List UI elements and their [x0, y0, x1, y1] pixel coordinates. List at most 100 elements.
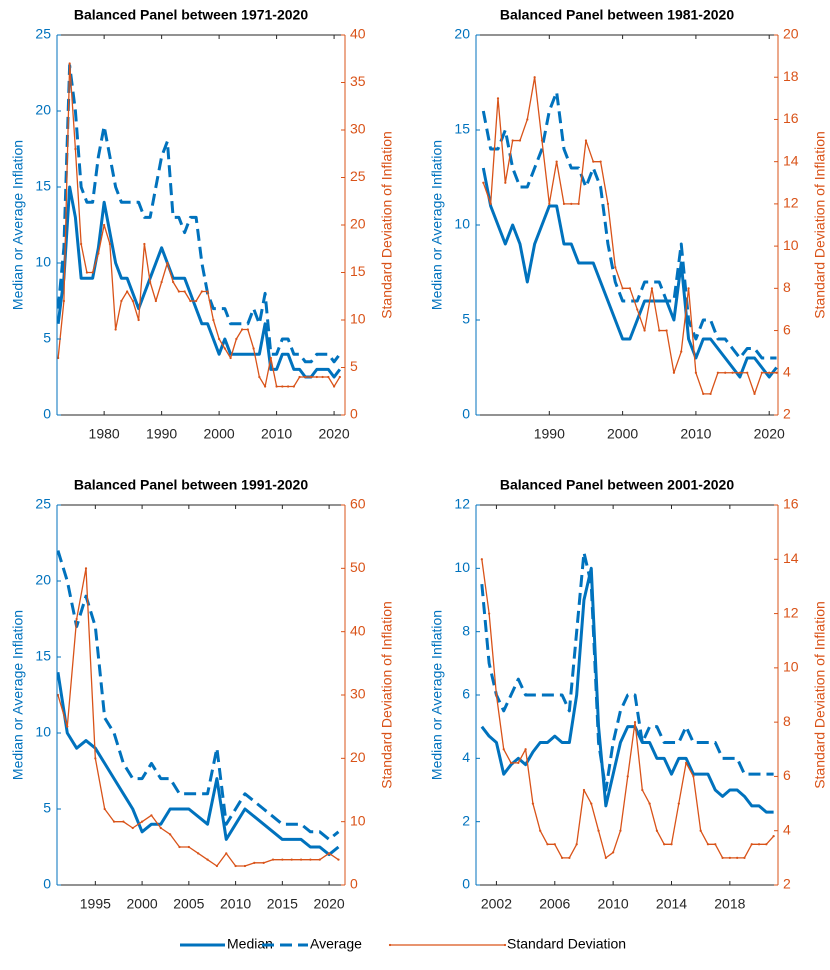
x-tick-label: 2000	[127, 896, 158, 912]
y2-tick-label: 30	[350, 686, 366, 702]
y-tick-label: 20	[35, 572, 51, 588]
y-tick-label: 25	[35, 26, 51, 42]
x-tick-label: 2020	[318, 426, 349, 442]
y2-tick-label: 16	[783, 110, 799, 126]
x-tick-label: 2010	[261, 426, 292, 442]
x-tick-label: 1990	[146, 426, 177, 442]
series-line	[57, 671, 340, 857]
y-tick-label: 20	[454, 26, 470, 42]
legend-label: Median	[227, 936, 273, 952]
x-tick-label: 2010	[598, 896, 629, 912]
y2-tick-label: 8	[783, 279, 791, 295]
y-tick-label: 8	[462, 622, 470, 638]
x-tick-label: 2002	[481, 896, 512, 912]
x-tick-label: 2020	[754, 426, 785, 442]
y2-tick-label: 14	[783, 152, 799, 168]
y2-tick-label: 0	[350, 406, 358, 422]
y2-tick-label: 2	[783, 406, 791, 422]
y-tick-label: 15	[35, 178, 51, 194]
series-line	[57, 62, 341, 388]
y-axis-label: Median or Average Inflation	[429, 610, 445, 780]
y2-tick-label: 4	[783, 363, 791, 379]
y2-tick-label: 35	[350, 73, 366, 89]
y-tick-label: 0	[43, 876, 51, 892]
y2-tick-label: 12	[783, 195, 799, 211]
y2-tick-label: 6	[783, 767, 791, 783]
y-tick-label: 0	[462, 876, 470, 892]
series-line	[57, 185, 342, 379]
y2-axis-label: Standard Deviation of Inflation	[812, 131, 828, 319]
legend-label: Average	[310, 936, 362, 952]
y-axis-label: Median or Average Inflation	[10, 610, 26, 780]
y-axis-label: Median or Average Inflation	[10, 140, 26, 310]
y2-tick-label: 25	[350, 168, 366, 184]
y2-tick-label: 12	[783, 604, 799, 620]
y2-tick-label: 10	[350, 311, 366, 327]
x-tick-label: 2000	[607, 426, 638, 442]
panel: 1980 1990 2000 2010 202005101520250510152025…	[10, 7, 395, 442]
series-line	[482, 76, 778, 396]
y2-tick-label: 60	[350, 496, 366, 512]
panel: 2002 2006 2010 2014 2018 0 2 4 6 8 10 12 2 4 6 8 10 12 14 1…	[429, 477, 828, 912]
y2-axis-label: Standard Deviation of Inflation	[379, 131, 395, 319]
x-tick-label: 2020	[314, 896, 345, 912]
y-tick-label: 0	[43, 406, 51, 422]
x-tick-label: 2018	[714, 896, 745, 912]
legend: Median Average Standard Deviation	[180, 936, 626, 952]
y-tick-label: 5	[462, 311, 470, 327]
y2-tick-label: 10	[350, 812, 366, 828]
y-tick-label: 6	[462, 686, 470, 702]
y-tick-label: 15	[454, 121, 470, 137]
y-tick-label: 10	[35, 254, 51, 270]
y-tick-label: 2	[462, 812, 470, 828]
y2-tick-label: 10	[783, 237, 799, 253]
x-tick-label: 1980	[89, 426, 120, 442]
y2-tick-label: 16	[783, 496, 799, 512]
y-tick-label: 4	[462, 749, 470, 765]
y-tick-label: 20	[35, 102, 51, 118]
x-tick-label: 2010	[680, 426, 711, 442]
y2-axis-label: Standard Deviation of Inflation	[812, 601, 828, 789]
series-line	[57, 550, 340, 841]
y2-tick-label: 18	[783, 68, 799, 84]
x-tick-label: 2000	[204, 426, 235, 442]
y-tick-label: 10	[454, 559, 470, 575]
y-tick-label: 0	[462, 406, 470, 422]
y2-tick-label: 40	[350, 622, 366, 638]
series-line	[480, 558, 775, 859]
chart-title: Balanced Panel between 1991-2020	[74, 477, 308, 493]
series-line	[57, 567, 340, 868]
y-tick-label: 25	[35, 496, 51, 512]
y2-tick-label: 15	[350, 263, 366, 279]
series-line	[481, 90, 777, 360]
x-tick-label: 1995	[80, 896, 111, 912]
y2-tick-label: 8	[783, 713, 791, 729]
y2-tick-label: 14	[783, 550, 799, 566]
y2-tick-label: 20	[350, 216, 366, 232]
y2-tick-label: 50	[350, 559, 366, 575]
y-tick-label: 10	[35, 724, 51, 740]
y-tick-label: 12	[454, 496, 470, 512]
y2-tick-label: 20	[783, 26, 799, 42]
series-line	[481, 167, 778, 379]
chart-title: Balanced Panel between 2001-2020	[500, 477, 734, 493]
x-tick-label: 1990	[534, 426, 565, 442]
y2-tick-label: 10	[783, 659, 799, 675]
panel: 1990 2000 2010 2020 0 5 10 15 20 2 4 6 8 10 12 14 16 18 20…	[429, 7, 828, 442]
legend-label: Standard Deviation	[507, 936, 626, 952]
panel: 1995 2000 2005 2010 2015 2020 0 5 10 15 20 25 0 10 20 3…	[10, 477, 395, 912]
y-tick-label: 5	[43, 330, 51, 346]
y2-tick-label: 40	[350, 26, 366, 42]
y2-tick-label: 4	[783, 821, 791, 837]
series-line	[480, 551, 774, 792]
y-axis-label: Median or Average Inflation	[429, 140, 445, 310]
y2-tick-label: 2	[783, 876, 791, 892]
y-tick-label: 5	[43, 800, 51, 816]
y-tick-label: 10	[454, 216, 470, 232]
y2-tick-label: 5	[350, 358, 358, 374]
y2-tick-label: 0	[350, 876, 358, 892]
y2-tick-label: 30	[350, 121, 366, 137]
x-tick-label: 2005	[173, 896, 204, 912]
y2-axis-label: Standard Deviation of Inflation	[379, 601, 395, 789]
